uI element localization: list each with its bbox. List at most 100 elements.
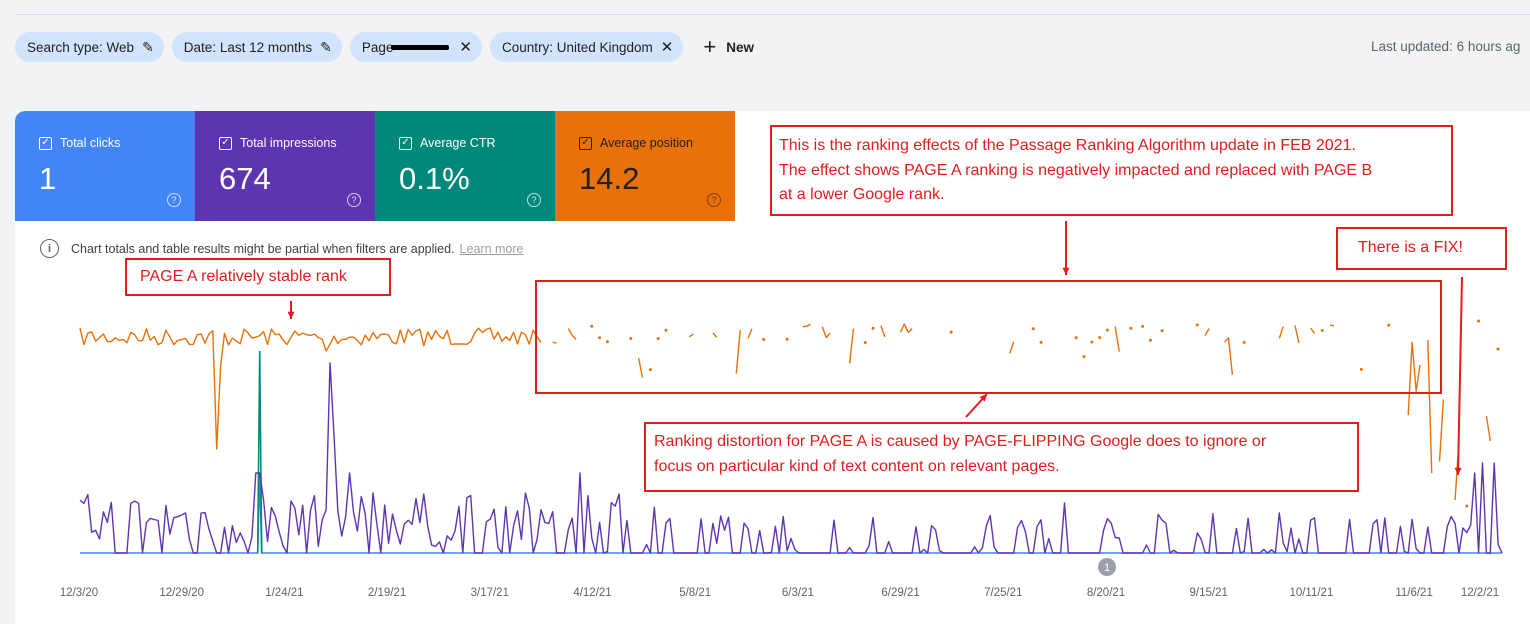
x-tick-label: 3/17/21 [471, 587, 509, 599]
metric-label: Average CTR [420, 136, 496, 150]
position-line [1438, 399, 1445, 462]
annotation-passage-update: This is the ranking effects of the Passa… [770, 125, 1453, 216]
metric-total-clicks[interactable]: ✓ Total clicks 1 ? [15, 111, 195, 221]
position-point [1082, 355, 1086, 359]
filter-chip-page[interactable]: Page ✕ [349, 32, 482, 62]
position-line [1114, 326, 1120, 352]
help-icon[interactable]: ? [527, 193, 541, 207]
checkbox-checked-icon[interactable]: ✓ [39, 136, 52, 150]
position-point [1160, 329, 1164, 333]
position-point [762, 337, 766, 341]
x-tick-label: 4/12/21 [573, 587, 611, 599]
close-icon[interactable]: ✕ [660, 38, 674, 56]
date-marker[interactable]: 1 [1098, 558, 1116, 576]
checkbox-checked-icon[interactable]: ✓ [399, 136, 412, 150]
info-icon: i [40, 239, 59, 258]
position-point [605, 340, 609, 344]
checkbox-checked-icon[interactable]: ✓ [219, 136, 232, 150]
filter-chip-label: Date: Last 12 months [183, 39, 313, 55]
performance-chart: 1 12/3/20 12/29/20 1/24/21 2/19/21 3/17/21 4/… [60, 221, 1503, 599]
position-point [1141, 324, 1145, 328]
position-line [552, 341, 557, 345]
x-tick-label: 7/25/21 [984, 587, 1022, 599]
position-point [1320, 328, 1324, 332]
help-icon[interactable]: ? [347, 193, 361, 207]
position-line [880, 325, 886, 338]
top-divider [15, 14, 1530, 15]
highlight-box [535, 280, 1442, 394]
metric-average-ctr[interactable]: ✓ Average CTR 0.1% ? [375, 111, 555, 221]
position-line [848, 328, 855, 364]
x-tick-label: 5/8/21 [679, 587, 711, 599]
x-tick-label: 12/29/20 [159, 587, 204, 599]
position-point [1465, 504, 1469, 508]
annotation-line: The effect shows PAGE A ranking is negat… [779, 161, 1373, 179]
position-point [1105, 328, 1109, 332]
help-icon[interactable]: ? [707, 193, 721, 207]
metric-value: 14.2 [579, 161, 640, 196]
filter-chip-date[interactable]: Date: Last 12 months ✎ [171, 32, 342, 62]
annotation-arrows [287, 221, 1463, 476]
position-line [567, 328, 577, 340]
performance-card: 1 12/3/20 12/29/20 1/24/21 2/19/21 3/17/21 4/… [15, 111, 1530, 624]
position-point [863, 341, 867, 345]
position-line [688, 333, 694, 338]
position-line [1485, 415, 1491, 442]
new-filter-button[interactable]: + New [703, 36, 754, 58]
position-line [637, 357, 644, 378]
series-total-impressions [79, 362, 1503, 554]
position-point [664, 328, 668, 332]
metric-average-position[interactable]: ✓ Average position 14.2 ? [555, 111, 735, 221]
pencil-icon[interactable]: ✎ [142, 39, 154, 55]
impressions-line [79, 362, 1503, 554]
filter-chip-label: Page [361, 39, 394, 55]
filter-chip-search-type[interactable]: Search type: Web ✎ [15, 32, 164, 62]
position-point [1359, 367, 1363, 371]
annotation-fix: There is a FIX! [1336, 227, 1507, 270]
x-tick-label: 8/20/21 [1087, 587, 1125, 599]
metric-total-impressions[interactable]: ✓ Total impressions 674 ? [195, 111, 375, 221]
position-line [1329, 324, 1335, 327]
position-line [1427, 339, 1433, 474]
series-average-ctr [256, 350, 263, 554]
position-point [656, 337, 660, 341]
position-point [1031, 327, 1035, 331]
metric-value: 674 [219, 161, 271, 196]
checkbox-checked-icon[interactable]: ✓ [579, 136, 592, 150]
learn-more-link[interactable]: Learn more [459, 241, 524, 256]
last-updated-text: Last updated: 6 hours ag [1371, 39, 1521, 54]
position-point [949, 330, 953, 334]
position-line [1278, 326, 1284, 339]
metric-value: 0.1% [399, 161, 470, 196]
arrow-head [287, 311, 295, 319]
position-point [1496, 347, 1500, 351]
position-line [1310, 327, 1316, 334]
arrow-head [1454, 467, 1462, 475]
position-line [1204, 328, 1210, 336]
plus-icon: + [703, 34, 717, 59]
position-point [629, 337, 633, 341]
filter-chip-country[interactable]: Country: United Kingdom ✕ [489, 32, 684, 62]
redaction-mark [391, 44, 450, 50]
x-tick-label: 12/3/20 [60, 587, 98, 599]
position-line [735, 329, 741, 374]
annotation-line: at a lower Google rank. [779, 186, 945, 203]
close-icon[interactable]: ✕ [459, 38, 472, 56]
position-line [747, 328, 753, 339]
arrow-shaft [1457, 276, 1463, 476]
position-point [1098, 336, 1102, 340]
x-tick-label: 10/11/21 [1289, 587, 1333, 599]
filter-chip-label: Country: United Kingdom [501, 39, 653, 55]
x-tick-label: 1/24/21 [265, 587, 303, 599]
position-line [1224, 337, 1234, 375]
pencil-icon[interactable]: ✎ [320, 39, 332, 55]
position-point [1477, 319, 1481, 323]
arrow-head [979, 394, 987, 402]
position-point [1090, 340, 1094, 344]
help-icon[interactable]: ? [167, 193, 181, 207]
position-point [1195, 323, 1199, 327]
metric-value: 1 [39, 161, 57, 196]
x-tick-label: 9/15/21 [1190, 587, 1228, 599]
arrow-head [1062, 267, 1070, 275]
position-line [712, 332, 718, 338]
